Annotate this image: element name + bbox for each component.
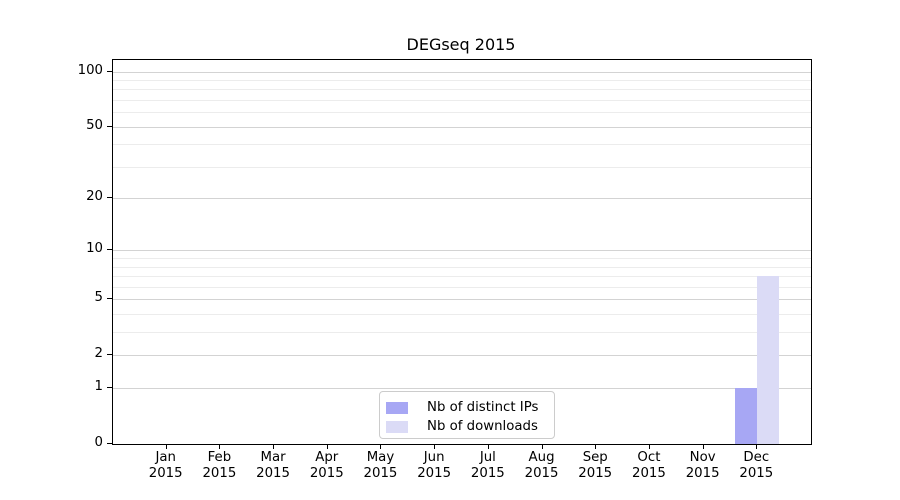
- x-axis-tick-label: Oct 2015: [621, 450, 677, 481]
- x-axis-tick: [380, 444, 382, 449]
- legend-label: Nb of downloads: [427, 419, 538, 434]
- x-label-year: 2015: [739, 465, 774, 481]
- y-axis-tick: [107, 125, 112, 127]
- x-label-month: Sep: [582, 450, 608, 465]
- x-axis-tick-label: Feb 2015: [191, 450, 247, 481]
- y-axis-tick-label: 50: [86, 117, 103, 133]
- x-label-year: 2015: [148, 465, 183, 481]
- y-axis-tick: [107, 249, 112, 251]
- major-gridline: [113, 250, 811, 252]
- x-axis-tick-label: Jun 2015: [406, 450, 462, 481]
- x-label-year: 2015: [470, 465, 505, 481]
- minor-gridline: [113, 79, 811, 81]
- x-axis-tick-label: Aug 2015: [514, 450, 570, 481]
- x-label-year: 2015: [632, 465, 666, 481]
- major-gridline: [113, 299, 811, 301]
- major-gridline: [113, 388, 811, 390]
- y-axis-tick-label: 20: [86, 189, 103, 205]
- x-axis-tick: [273, 444, 275, 449]
- y-axis-tick: [107, 354, 112, 356]
- major-gridline: [113, 355, 811, 357]
- y-axis-tick: [107, 197, 112, 199]
- minor-gridline: [113, 332, 811, 334]
- x-axis-tick: [595, 444, 597, 449]
- minor-gridline: [113, 258, 811, 260]
- y-axis-tick: [107, 70, 112, 72]
- legend-swatch: [386, 401, 408, 414]
- minor-gridline: [113, 144, 811, 146]
- minor-gridline: [113, 276, 811, 278]
- x-label-year: 2015: [202, 465, 237, 481]
- x-label-month: Jun: [423, 450, 445, 465]
- x-label-month: May: [366, 450, 395, 465]
- x-label-month: Aug: [528, 450, 555, 465]
- y-axis-tick: [107, 387, 112, 389]
- minor-gridline: [113, 286, 811, 288]
- y-axis-tick: [107, 298, 112, 300]
- x-axis-tick-label: Dec 2015: [728, 450, 784, 481]
- x-axis-tick: [326, 444, 328, 449]
- y-axis-tick: [107, 443, 112, 444]
- x-axis-tick-label: Mar 2015: [245, 450, 301, 481]
- major-gridline: [113, 126, 811, 128]
- y-axis-tick-label: 2: [94, 346, 103, 362]
- x-axis-tick: [648, 444, 650, 449]
- legend-item: Nb of downloads: [386, 417, 546, 436]
- x-label-year: 2015: [685, 465, 720, 481]
- x-axis-tick: [487, 444, 489, 449]
- x-label-year: 2015: [309, 465, 344, 481]
- x-label-month: Apr: [315, 450, 339, 465]
- major-gridline: [113, 198, 811, 200]
- x-axis-tick: [756, 444, 758, 449]
- x-label-month: Jul: [479, 450, 496, 465]
- minor-gridline: [113, 112, 811, 114]
- x-label-month: Oct: [637, 450, 661, 465]
- x-axis-tick: [541, 444, 543, 449]
- legend-label: Nb of distinct IPs: [427, 400, 539, 415]
- y-axis-tick-label: 0: [94, 435, 103, 450]
- x-axis-tick-label: Jan 2015: [138, 450, 194, 481]
- x-axis-tick: [219, 444, 221, 449]
- x-label-year: 2015: [417, 465, 452, 481]
- legend-swatch: [386, 420, 408, 433]
- x-axis-tick: [434, 444, 436, 449]
- bar-dec-downloads: [757, 276, 780, 444]
- x-label-month: Nov: [689, 450, 716, 465]
- y-axis-tick-label: 1: [94, 379, 103, 395]
- x-axis-tick-label: Sep 2015: [567, 450, 623, 481]
- x-axis-tick: [702, 444, 704, 449]
- bar-dec-distinct-ips: [735, 388, 758, 444]
- x-axis-tick-label: May 2015: [352, 450, 408, 481]
- minor-gridline: [113, 314, 811, 316]
- minor-gridline: [113, 89, 811, 91]
- y-axis-tick-label: 5: [94, 290, 103, 306]
- legend-item: Nb of distinct IPs: [386, 398, 546, 417]
- x-label-year: 2015: [524, 465, 559, 481]
- x-label-month: Jan: [155, 450, 176, 465]
- x-axis-tick-label: Nov 2015: [675, 450, 731, 481]
- x-axis-tick: [165, 444, 167, 449]
- x-label-month: Feb: [207, 450, 232, 465]
- minor-gridline: [113, 166, 811, 168]
- plot-area: Nb of distinct IPs Nb of downloads: [112, 59, 812, 445]
- major-gridline: [113, 71, 811, 73]
- x-axis-tick-label: Jul 2015: [460, 450, 516, 481]
- y-axis-tick-label: 100: [77, 62, 103, 78]
- minor-gridline: [113, 100, 811, 101]
- x-label-year: 2015: [578, 465, 613, 481]
- x-label-year: 2015: [363, 465, 398, 481]
- chart-title: DEGseq 2015: [406, 35, 516, 54]
- minor-gridline: [113, 266, 811, 268]
- x-axis-tick-label: Apr 2015: [299, 450, 355, 481]
- legend: Nb of distinct IPs Nb of downloads: [379, 391, 555, 439]
- x-label-month: Mar: [260, 450, 286, 465]
- y-axis-tick-label: 10: [86, 241, 103, 257]
- x-label-month: Dec: [743, 450, 770, 465]
- x-label-year: 2015: [256, 465, 290, 481]
